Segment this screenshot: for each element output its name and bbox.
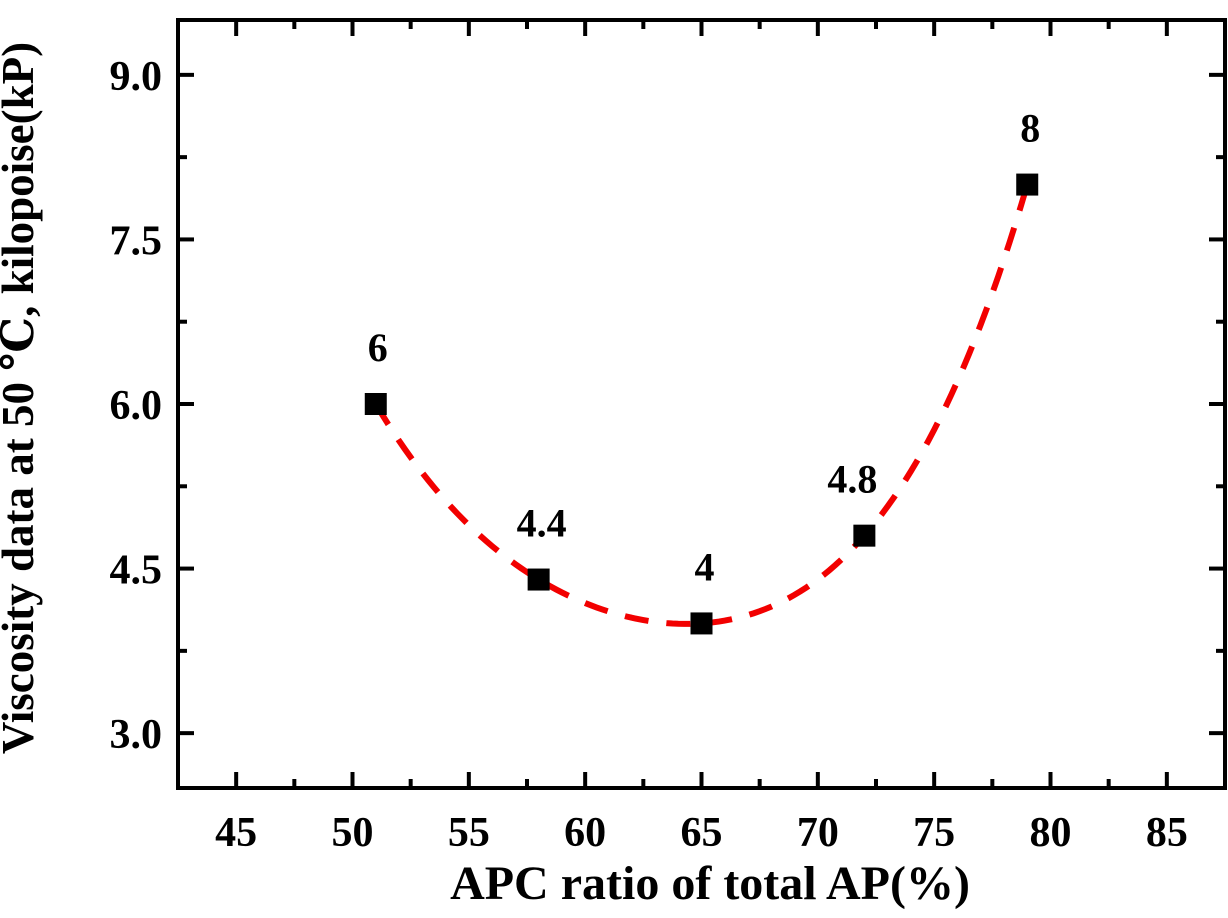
x-axis-title: APC ratio of total AP(%): [450, 857, 970, 910]
data-point-marker: [853, 524, 876, 547]
data-point-marker: [527, 568, 550, 591]
data-point-marker: [364, 393, 387, 415]
x-tick-label: 70: [797, 810, 839, 856]
data-point-marker: [1016, 173, 1039, 196]
plot-frame: [176, 18, 1227, 790]
data-point-label: 6: [368, 325, 388, 370]
x-tick-label: 45: [215, 810, 257, 856]
data-point-marker: [690, 612, 713, 635]
x-tick-label: 65: [681, 810, 723, 856]
data-point-label: 4.8: [827, 457, 877, 502]
fit-curve: [373, 183, 1031, 627]
y-tick-label: 9.0: [110, 54, 163, 100]
x-tick-label: 80: [1030, 810, 1072, 856]
x-tick-label: 85: [1146, 810, 1188, 856]
data-point-label: 4: [695, 544, 715, 589]
x-tick-label: 75: [913, 810, 955, 856]
y-tick-label: 3.0: [110, 712, 163, 758]
point-label-layer: 6 4.4 4 4.8 8: [368, 106, 1040, 590]
x-tick-label: 55: [448, 810, 490, 856]
axes-layer: 45 50 55 60 65 70 75 80 85 3.0 4.5 6.0 7.5 9.0: [110, 18, 1227, 856]
x-tick-label: 50: [332, 810, 374, 856]
y-tick-label: 6.0: [110, 383, 163, 429]
data-point-label: 8: [1020, 106, 1040, 151]
y-axis-title: Viscosity data at 50 ℃, kilopoise(kP): [0, 42, 43, 754]
x-tick-label: 60: [564, 810, 606, 856]
data-marker-layer: [364, 173, 1039, 635]
data-point-label: 4.4: [517, 501, 567, 546]
y-tick-label: 7.5: [110, 218, 163, 264]
fit-curve-layer: [373, 183, 1031, 627]
y-tick-label: 4.5: [110, 548, 163, 594]
